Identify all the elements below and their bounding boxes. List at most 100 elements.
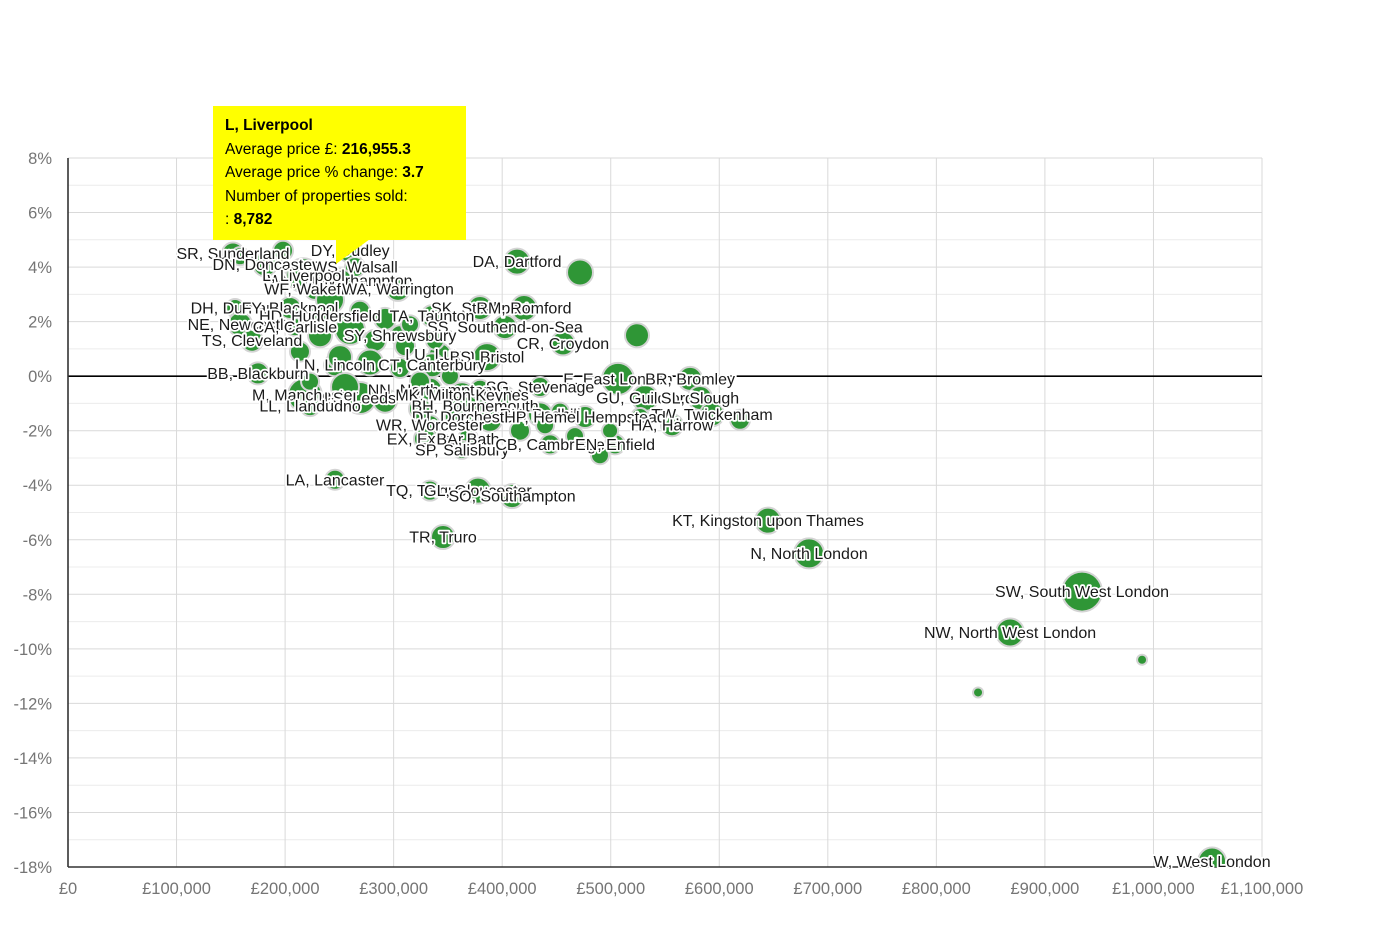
- data-point-sg[interactable]: [529, 376, 552, 399]
- data-point[interactable]: [1136, 653, 1149, 666]
- data-point[interactable]: [327, 344, 354, 371]
- data-point-ts[interactable]: [239, 328, 264, 353]
- data-point-l[interactable]: [285, 257, 322, 294]
- y-tick-label: -6%: [23, 532, 53, 550]
- data-point-bb[interactable]: [245, 361, 270, 386]
- data-point-nw[interactable]: [995, 617, 1026, 648]
- data-point-wa[interactable]: [384, 275, 411, 302]
- data-point[interactable]: [315, 284, 346, 315]
- x-tick-label: £600,000: [685, 880, 754, 898]
- data-point-ss[interactable]: [492, 314, 519, 341]
- data-point-ca[interactable]: [284, 317, 305, 338]
- data-point[interactable]: [230, 246, 251, 267]
- data-point[interactable]: [623, 322, 650, 349]
- point-label: TR, Truro: [409, 530, 477, 547]
- data-point[interactable]: [443, 406, 466, 429]
- data-point-da[interactable]: [503, 247, 532, 276]
- data-point-tq[interactable]: [418, 479, 441, 502]
- data-point[interactable]: [601, 421, 620, 440]
- data-point[interactable]: [565, 426, 586, 447]
- y-tick-label: -10%: [13, 641, 52, 659]
- data-point[interactable]: [355, 348, 384, 377]
- data-point-gl[interactable]: [463, 476, 492, 505]
- data-point[interactable]: [334, 313, 367, 346]
- data-point[interactable]: [550, 401, 571, 422]
- data-point-hp[interactable]: [573, 405, 598, 430]
- data-point-cb[interactable]: [539, 433, 562, 456]
- point-label: BB, Blackburn: [207, 366, 308, 383]
- point-label: BH, Bournemouth: [411, 399, 538, 416]
- data-point[interactable]: [272, 239, 295, 262]
- x-tick-label: £700,000: [793, 880, 862, 898]
- data-point[interactable]: [477, 406, 504, 433]
- point-label: TS, Cleveland: [202, 333, 303, 350]
- data-point-ha[interactable]: [660, 413, 685, 438]
- point-label: RM, Romford: [476, 300, 571, 317]
- data-point[interactable]: [300, 371, 321, 392]
- data-point[interactable]: [389, 356, 412, 379]
- point-label: SL, Slough: [661, 390, 739, 407]
- data-point-cr[interactable]: [549, 330, 576, 357]
- point-label: LA, Lancaster: [286, 472, 385, 489]
- point-label: SW, South West London: [995, 584, 1169, 601]
- data-point-sk[interactable]: [467, 294, 494, 321]
- data-point[interactable]: [589, 445, 610, 466]
- point-label: HA, Harrow: [631, 418, 714, 435]
- data-point-ta[interactable]: [420, 304, 445, 329]
- data-point[interactable]: [469, 378, 492, 401]
- data-point-la[interactable]: [324, 468, 347, 491]
- data-point[interactable]: [409, 370, 432, 393]
- point-label: DN, Doncaster: [213, 257, 319, 274]
- data-point-rm[interactable]: [509, 293, 538, 322]
- data-point[interactable]: [372, 387, 399, 414]
- data-point-tr[interactable]: [430, 524, 457, 551]
- point-label: WA, Warrington: [342, 281, 454, 298]
- point-label: HD, Huddersfield: [259, 309, 381, 326]
- data-point-e[interactable]: [600, 361, 635, 396]
- data-point[interactable]: [508, 419, 531, 442]
- data-point[interactable]: [424, 330, 445, 351]
- x-tick-label: £900,000: [1010, 880, 1079, 898]
- point-label: LU, Luton: [405, 347, 474, 364]
- point-label: N, North London: [750, 546, 867, 563]
- data-point-sp[interactable]: [452, 439, 473, 460]
- y-tick-label: 8%: [28, 150, 52, 168]
- data-point[interactable]: [535, 415, 556, 436]
- data-point[interactable]: [373, 306, 398, 331]
- data-point-ex[interactable]: [413, 426, 438, 451]
- tooltip-sold-label: Number of properties sold:: [225, 187, 408, 205]
- data-point-dn[interactable]: [252, 251, 279, 278]
- bubbles-layer: [220, 237, 1228, 876]
- data-point[interactable]: [495, 385, 516, 406]
- data-point-kt[interactable]: [754, 506, 783, 535]
- data-point[interactable]: [408, 396, 433, 421]
- tooltip-avg-price: Average price £: 216,955.3: [225, 140, 411, 158]
- point-label: TA, Taunton: [390, 309, 475, 326]
- data-point[interactable]: [630, 407, 651, 428]
- y-tick-label: -18%: [13, 859, 52, 877]
- data-point-sw[interactable]: [1061, 570, 1104, 613]
- data-point[interactable]: [288, 340, 311, 363]
- data-point-so[interactable]: [499, 483, 526, 510]
- data-point[interactable]: [972, 686, 985, 699]
- data-point[interactable]: [729, 408, 752, 431]
- point-label: L, Liverpool: [262, 268, 345, 285]
- data-point[interactable]: [400, 314, 421, 335]
- data-point-ll[interactable]: [299, 395, 322, 418]
- data-point-w[interactable]: [1197, 846, 1228, 876]
- data-point[interactable]: [394, 335, 417, 358]
- data-point-tw[interactable]: [699, 401, 726, 428]
- x-tick-label: £1,000,000: [1112, 880, 1195, 898]
- data-point-bs[interactable]: [471, 342, 502, 373]
- data-point[interactable]: [307, 322, 334, 349]
- data-point[interactable]: [566, 258, 595, 287]
- data-point-n[interactable]: [793, 537, 826, 570]
- y-tick-label: -8%: [23, 586, 53, 604]
- x-tick-label: £500,000: [576, 880, 645, 898]
- y-tick-label: 6%: [28, 205, 52, 223]
- data-point[interactable]: [330, 372, 361, 403]
- y-tick-label: -16%: [13, 804, 52, 822]
- data-point[interactable]: [439, 366, 460, 387]
